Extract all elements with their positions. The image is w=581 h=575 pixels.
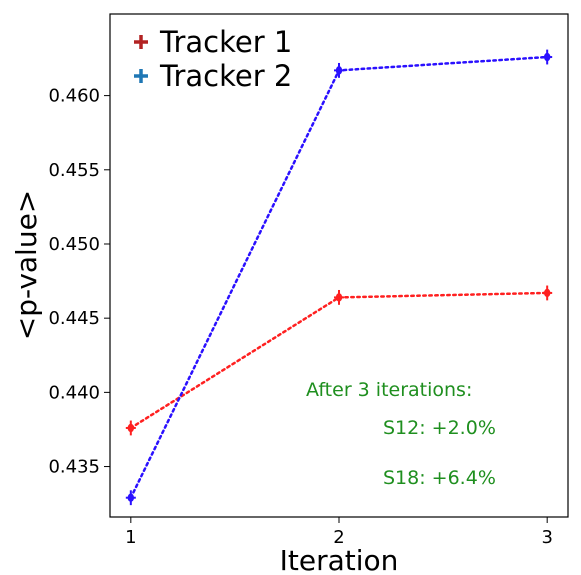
- annotation-title: After 3 iterations:: [306, 379, 472, 401]
- data-point: [127, 493, 135, 502]
- y-tick-label: 0.435: [48, 457, 100, 478]
- y-tick-label: 0.445: [48, 308, 100, 329]
- y-tick-label: 0.450: [48, 234, 100, 255]
- legend-label-tracker-1: Tracker 1: [159, 25, 292, 59]
- legend-label-tracker-2: Tracker 2: [159, 59, 292, 93]
- y-tick-label: 0.460: [48, 86, 100, 107]
- annotation-s18: S18: +6.4%: [383, 467, 496, 489]
- annotation-s12: S12: +2.0%: [383, 417, 496, 439]
- x-tick-label: 3: [541, 527, 552, 548]
- series: [125, 49, 553, 506]
- y-ticks: 0.435 0.440 0.445 0.450 0.455 0.460: [48, 86, 110, 478]
- data-point: [543, 52, 551, 62]
- legend-marker-tracker-1: [134, 35, 148, 49]
- y-tick-label: 0.440: [48, 382, 100, 403]
- x-tick-label: 1: [125, 527, 136, 548]
- annotation-block: After 3 iterations: S12: +2.0% S18: +6.4…: [306, 379, 496, 489]
- data-point: [543, 288, 551, 298]
- data-point: [127, 423, 135, 433]
- data-point: [335, 293, 343, 302]
- x-ticks: 1 2 3: [125, 517, 553, 548]
- y-axis-title: <p-value>: [10, 190, 43, 341]
- x-axis-title: Iteration: [280, 544, 399, 575]
- legend: Tracker 1 Tracker 2: [134, 25, 292, 93]
- series-line-1: [129, 291, 549, 430]
- x-tick-label: 2: [333, 527, 344, 548]
- y-tick-label: 0.455: [48, 160, 100, 181]
- legend-marker-tracker-2: [134, 69, 148, 83]
- data-point: [335, 66, 343, 75]
